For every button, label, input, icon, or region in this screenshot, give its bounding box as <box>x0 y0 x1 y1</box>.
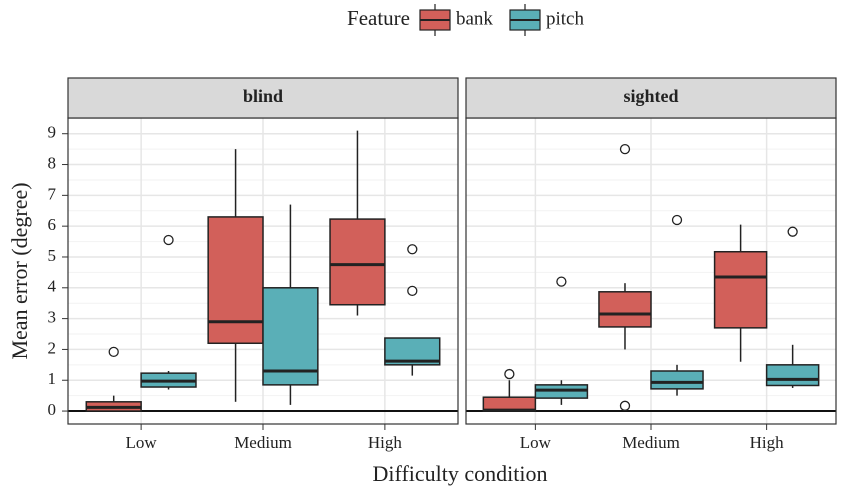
y-tick-label: 6 <box>48 215 57 234</box>
strip-label: sighted <box>623 86 678 106</box>
outlier <box>671 214 683 226</box>
y-tick-label: 9 <box>48 123 57 142</box>
x-tick-label: High <box>750 433 785 452</box>
outlier <box>504 368 515 380</box>
legend-label: bank <box>456 8 493 29</box>
box <box>650 370 704 390</box>
outlier <box>619 143 631 155</box>
legend-label: pitch <box>546 8 584 29</box>
x-axis-label: Difficulty condition <box>373 461 548 486</box>
box <box>713 250 768 329</box>
strip-label: blind <box>243 86 283 106</box>
x-tick-label: Low <box>126 433 158 452</box>
y-tick-label: 3 <box>48 308 57 327</box>
strip <box>465 77 837 119</box>
box <box>598 291 652 328</box>
y-tick-label: 4 <box>48 277 57 296</box>
y-tick-label: 8 <box>48 153 57 172</box>
box <box>329 218 386 306</box>
outlier <box>556 276 567 287</box>
box <box>207 216 264 345</box>
y-tick-label: 7 <box>48 184 57 203</box>
outlier <box>407 285 418 297</box>
outlier <box>407 244 418 255</box>
y-tick-label: 0 <box>48 400 57 419</box>
box <box>262 287 319 386</box>
outlier <box>619 400 631 411</box>
outlier <box>163 234 174 246</box>
legend-title: Feature <box>347 6 410 30</box>
y-tick-label: 2 <box>48 338 57 357</box>
box <box>765 364 820 387</box>
x-tick-label: Low <box>520 433 552 452</box>
x-tick-label: Medium <box>622 433 680 452</box>
y-tick-label: 5 <box>48 246 57 265</box>
x-tick-label: High <box>368 433 403 452</box>
strip <box>67 77 459 119</box>
y-tick-label: 1 <box>48 369 57 388</box>
x-tick-label: Medium <box>234 433 292 452</box>
outlier <box>108 346 119 358</box>
y-axis-label: Mean error (degree) <box>7 182 32 359</box>
outlier <box>787 226 798 237</box>
